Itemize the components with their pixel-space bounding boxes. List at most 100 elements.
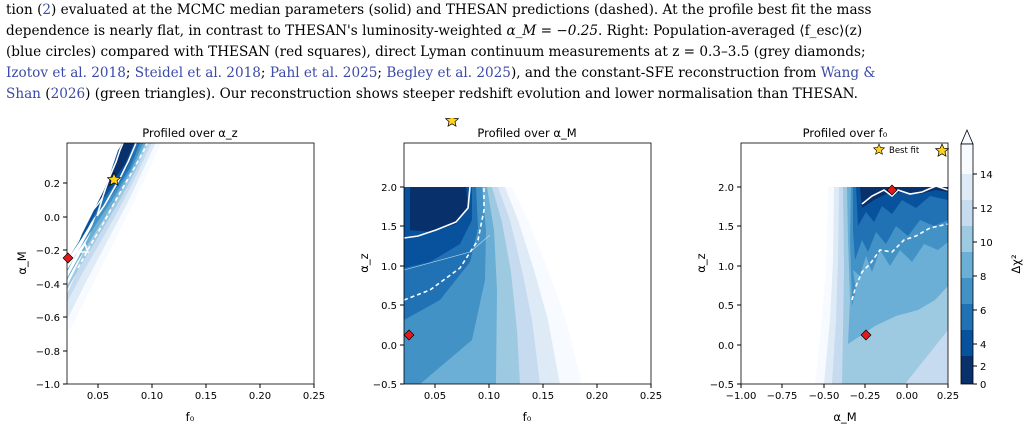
x-tick-label: 0.15 <box>195 391 217 402</box>
x-ticks: −1.00 −0.75 −0.50 −0.25 0.00 0.25 <box>726 384 959 402</box>
x-tick-label: 0.20 <box>249 391 271 402</box>
citation-link[interactable]: 2026 <box>50 86 86 102</box>
citation-link[interactable]: Begley et al. 2025 <box>386 65 511 81</box>
citation-link[interactable]: Steidel et al. 2018 <box>134 65 261 81</box>
y-tick-label: 2.0 <box>381 183 397 194</box>
panel-profiled-over-alpha-m: Profiled over α_M f₀ α_z 0.05 0.10 0.15 … <box>357 118 662 424</box>
colorbar-tick: 10 <box>980 238 993 249</box>
y-tick-label: 0.0 <box>381 341 397 352</box>
citation-link[interactable]: Shan <box>6 86 41 102</box>
contour-fill <box>404 143 651 384</box>
citation-link[interactable]: Pahl et al. 2025 <box>269 65 378 81</box>
y-ticks: 2.0 1.5 1.0 0.5 0.0 −0.5 <box>710 183 741 391</box>
mcmc-contour-solid <box>404 186 471 239</box>
caption-math: α_M = −0.25 <box>506 23 599 39</box>
y-tick-label: 0.0 <box>718 341 734 352</box>
thesan-contour-dashed <box>404 187 485 301</box>
caption-text: dependence is nearly flat, in contrast t… <box>6 23 507 39</box>
legend-best-fit: Best fit <box>889 146 920 156</box>
y-tick-label: 0.2 <box>44 179 60 190</box>
y-axis-label: α_z <box>694 253 708 272</box>
y-tick-label: −0.4 <box>36 280 60 291</box>
caption-line-1: tion (2) evaluated at the MCMC median pa… <box>6 0 1028 21</box>
equation-link[interactable]: 2 <box>42 2 52 18</box>
thesan-diamond-icon <box>62 252 74 264</box>
colorbar-extend-arrow <box>960 128 974 145</box>
x-tick-label: −0.50 <box>809 391 840 402</box>
legend-star-icon <box>872 143 886 155</box>
colorbar-tick: 8 <box>980 272 986 283</box>
caption-text: . Right: Population-averaged ⟨f_esc⟩(z) <box>598 23 863 39</box>
legend: Best fit THESAN <box>872 143 924 169</box>
y-tick-label: −0.8 <box>36 347 60 358</box>
thesan-diamond-icon <box>886 184 898 196</box>
caption-line-4: Izotov et al. 2018; Steidel et al. 2018;… <box>6 65 876 81</box>
contour-fill <box>741 143 948 384</box>
colorbar-tick: 6 <box>980 306 986 317</box>
x-tick-label: −0.25 <box>850 391 881 402</box>
best-fit-star-icon <box>444 118 460 127</box>
y-tick-label: −0.6 <box>36 313 60 324</box>
colorbar-tick: 14 <box>980 170 993 181</box>
x-tick-label: 0.00 <box>896 391 918 402</box>
caption-line-3: (blue circles) compared with THESAN (red… <box>6 44 866 60</box>
x-tick-label: 0.10 <box>141 391 163 402</box>
x-ticks: 0.05 0.10 0.15 0.20 0.25 <box>424 384 662 402</box>
x-tick-label: 0.20 <box>586 391 608 402</box>
best-fit-star-icon <box>106 172 122 186</box>
x-ticks: 0.05 0.10 0.15 0.20 0.25 <box>87 384 325 402</box>
caption-line-5: Shan (2026) (green triangles). Our recon… <box>6 86 858 102</box>
x-tick-label: −0.75 <box>767 391 798 402</box>
y-tick-label: 1.0 <box>381 262 397 273</box>
mcmc-contour-solid <box>861 185 948 205</box>
x-tick-label: 0.25 <box>640 391 662 402</box>
y-tick-label: 1.0 <box>718 262 734 273</box>
colorbar-tick: 12 <box>980 204 993 215</box>
mcmc-contour-solid <box>78 242 90 253</box>
y-tick-label: −0.5 <box>710 380 734 391</box>
citation-link[interactable]: Izotov et al. 2018 <box>6 65 126 81</box>
thesan-diamond-icon <box>403 329 415 341</box>
citation-link[interactable]: Wang & <box>820 65 876 81</box>
x-tick-label: −1.00 <box>726 391 757 402</box>
x-axis-label: α_M <box>833 410 856 424</box>
thesan-contour-dashed <box>77 143 148 269</box>
panel-title: Profiled over α_z <box>142 126 237 140</box>
caption-text: tion ( <box>6 2 43 18</box>
caption-text: ) evaluated at the MCMC median parameter… <box>51 2 872 18</box>
panel-title: Profiled over α_M <box>477 126 576 140</box>
colorbar-tick: 4 <box>980 340 986 351</box>
colorbar: 14 12 10 8 6 4 2 0 Δχ² <box>960 128 1023 391</box>
panel-profiled-over-f0: Profiled over f₀ α_M α_z −1.00 −0.75 −0.… <box>694 126 959 424</box>
contour-fill <box>67 143 314 384</box>
thesan-diamond-icon <box>860 329 872 341</box>
thesan-contour-dashed <box>851 223 948 301</box>
x-tick-label: 0.15 <box>532 391 554 402</box>
y-tick-label: −0.2 <box>36 246 60 257</box>
panel-profiled-over-alpha-z: Profiled over α_z f₀ α_M 0.05 0.10 0.15 … <box>15 126 325 424</box>
x-tick-label: 0.10 <box>478 391 500 402</box>
y-ticks: 2.0 1.5 1.0 0.5 0.0 −0.5 <box>373 183 404 391</box>
figure-caption: tion (2) evaluated at the MCMC median pa… <box>6 0 1028 105</box>
y-tick-label: 2.0 <box>718 183 734 194</box>
x-tick-label: 0.25 <box>303 391 325 402</box>
y-tick-label: 1.5 <box>381 222 397 233</box>
x-tick-label: 0.25 <box>937 391 959 402</box>
best-fit-star-icon <box>934 143 950 157</box>
caption-line-2: dependence is nearly flat, in contrast t… <box>6 21 1028 42</box>
colorbar-tick: 2 <box>980 362 986 373</box>
y-tick-label: −1.0 <box>36 380 60 391</box>
x-axis-label: f₀ <box>523 410 532 424</box>
y-tick-label: 0.0 <box>44 213 60 224</box>
x-tick-label: 0.05 <box>87 391 109 402</box>
caption-text: (green triangles). Our reconstruction sh… <box>90 86 858 102</box>
y-axis-label: α_z <box>357 253 371 272</box>
caption-text: ), and the constant-SFE reconstruction f… <box>510 65 817 81</box>
x-axis-label: f₀ <box>186 410 195 424</box>
y-axis-label: α_M <box>15 251 29 274</box>
colorbar-label: Δχ² <box>1009 254 1023 273</box>
colorbar-tick: 0 <box>980 380 986 391</box>
y-tick-label: 1.5 <box>718 222 734 233</box>
panel-title: Profiled over f₀ <box>803 126 888 140</box>
x-tick-label: 0.05 <box>424 391 446 402</box>
